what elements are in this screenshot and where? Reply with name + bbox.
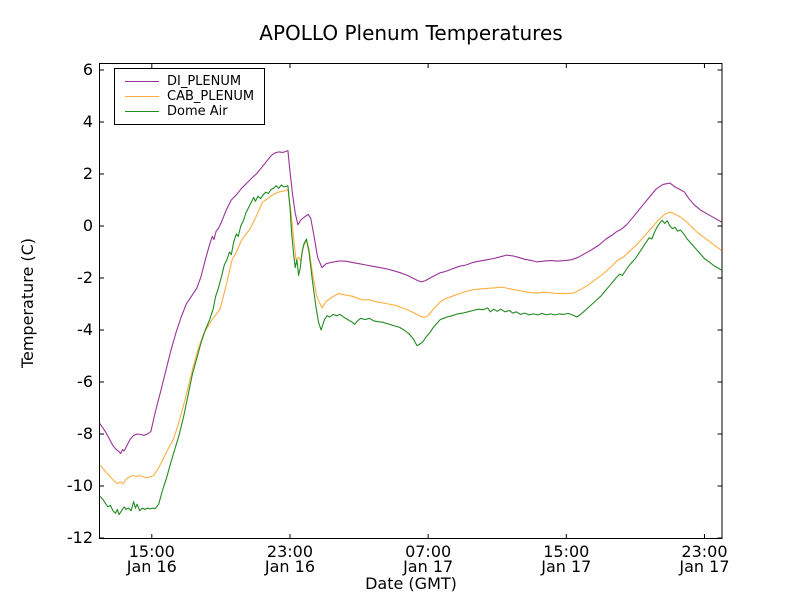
y-tick-label: -10 xyxy=(67,476,93,495)
plot-frame xyxy=(99,63,723,539)
legend-item: Dome Air xyxy=(121,104,254,119)
chart-title: APOLLO Plenum Temperatures xyxy=(259,21,563,45)
legend-label: DI_PLENUM xyxy=(167,74,242,89)
series-line-cab-plenum xyxy=(99,189,723,485)
x-tick-label: 23:00 Jan 16 xyxy=(264,542,315,576)
y-tick-label: 2 xyxy=(83,164,93,183)
x-tick-label: 15:00 Jan 16 xyxy=(126,542,177,576)
series-line-dome-air xyxy=(99,184,722,516)
y-tick-label: -12 xyxy=(67,528,93,547)
y-tick-label: 0 xyxy=(83,216,93,235)
chart-legend: DI_PLENUM CAB_PLENUM Dome Air xyxy=(114,68,266,125)
x-tick-label: 23:00 Jan 17 xyxy=(678,542,729,576)
legend-label: CAB_PLENUM xyxy=(167,89,255,104)
legend-line-swatch xyxy=(125,96,159,97)
series-line-di-plenum xyxy=(99,150,722,455)
y-tick-label: 6 xyxy=(83,60,93,79)
y-tick-label: -8 xyxy=(77,424,93,443)
legend-line-swatch xyxy=(125,111,159,112)
y-tick-label: -2 xyxy=(77,268,93,287)
x-tick-label: 15:00 Jan 17 xyxy=(540,542,591,576)
y-axis-label: Temperature (C) xyxy=(18,237,37,369)
y-tick-label: 4 xyxy=(83,112,93,131)
x-axis-label: Date (GMT) xyxy=(365,574,457,593)
legend-item: CAB_PLENUM xyxy=(121,89,254,104)
legend-label: Dome Air xyxy=(167,104,228,119)
y-tick-label: -6 xyxy=(77,372,93,391)
x-tick-label: 07:00 Jan 17 xyxy=(402,542,453,576)
y-tick-label: -4 xyxy=(77,320,93,339)
legend-item: DI_PLENUM xyxy=(121,74,254,89)
legend-line-swatch xyxy=(125,81,159,82)
